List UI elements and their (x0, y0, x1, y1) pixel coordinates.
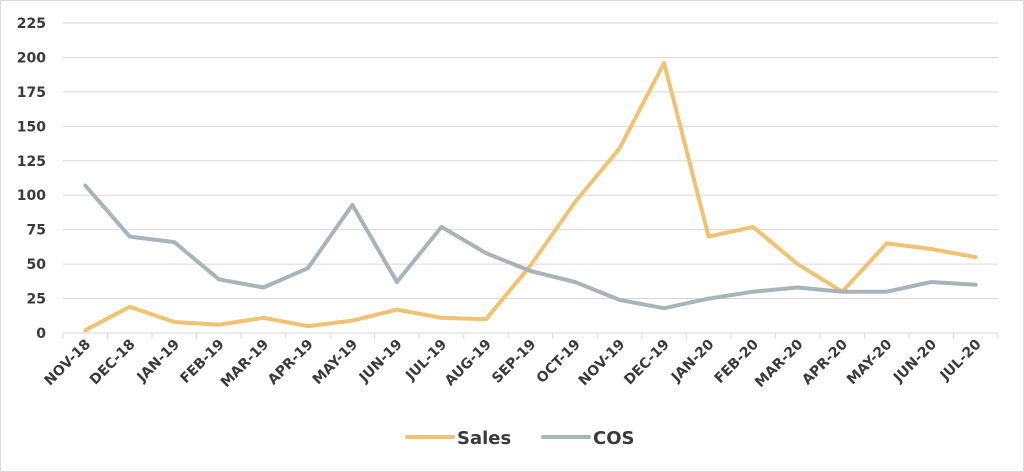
series-line-cos (83, 183, 978, 311)
x-tick-label: JUN-20 (890, 336, 940, 386)
x-tick-label: AUG-19 (442, 337, 495, 390)
x-tick-label: MAY-20 (844, 336, 896, 388)
y-tick-label: 75 (27, 223, 46, 239)
y-tick-label: 200 (17, 50, 46, 66)
x-tick-label: DEC-18 (87, 337, 139, 389)
x-tick-label: SEP-19 (489, 337, 539, 387)
x-tick-label: JUL-20 (937, 336, 985, 384)
y-tick-label: 225 (17, 16, 46, 32)
legend-label-cos: COS (593, 428, 634, 449)
series-lines (83, 61, 978, 333)
legend: Sales COS (405, 428, 634, 449)
y-tick-label: 125 (17, 154, 46, 170)
x-tick-label: JAN-19 (134, 337, 184, 387)
x-tick-label: JUN-19 (356, 337, 406, 387)
x-tick-label: MAR-19 (218, 337, 272, 391)
x-tick-label: NOV-19 (576, 337, 629, 390)
x-tick-label: NOV-18 (42, 337, 95, 390)
gridlines (63, 22, 998, 334)
x-tick-label: DEC-19 (621, 337, 673, 389)
x-tick-label: JAN-20 (668, 336, 718, 386)
y-tick-label: 0 (36, 326, 46, 342)
x-axis-ticks: NOV-18DEC-18JAN-19FEB-19MAR-19APR-19MAY-… (42, 333, 999, 391)
legend-label-sales: Sales (457, 428, 511, 449)
y-tick-label: 25 (27, 292, 46, 308)
x-tick-label: MAY-19 (310, 337, 361, 388)
x-tick-label: MAR-20 (752, 336, 807, 391)
y-tick-label: 175 (17, 85, 46, 101)
x-tick-label: APR-19 (265, 337, 317, 389)
series-line-sales (83, 61, 978, 333)
y-axis-ticks: 0 25 50 75 100 125 150 175 200 225 (17, 16, 46, 342)
y-tick-label: 50 (27, 257, 47, 273)
y-tick-label: 100 (17, 188, 46, 204)
y-tick-label: 150 (17, 119, 46, 135)
x-tick-label: APR-20 (799, 336, 851, 388)
